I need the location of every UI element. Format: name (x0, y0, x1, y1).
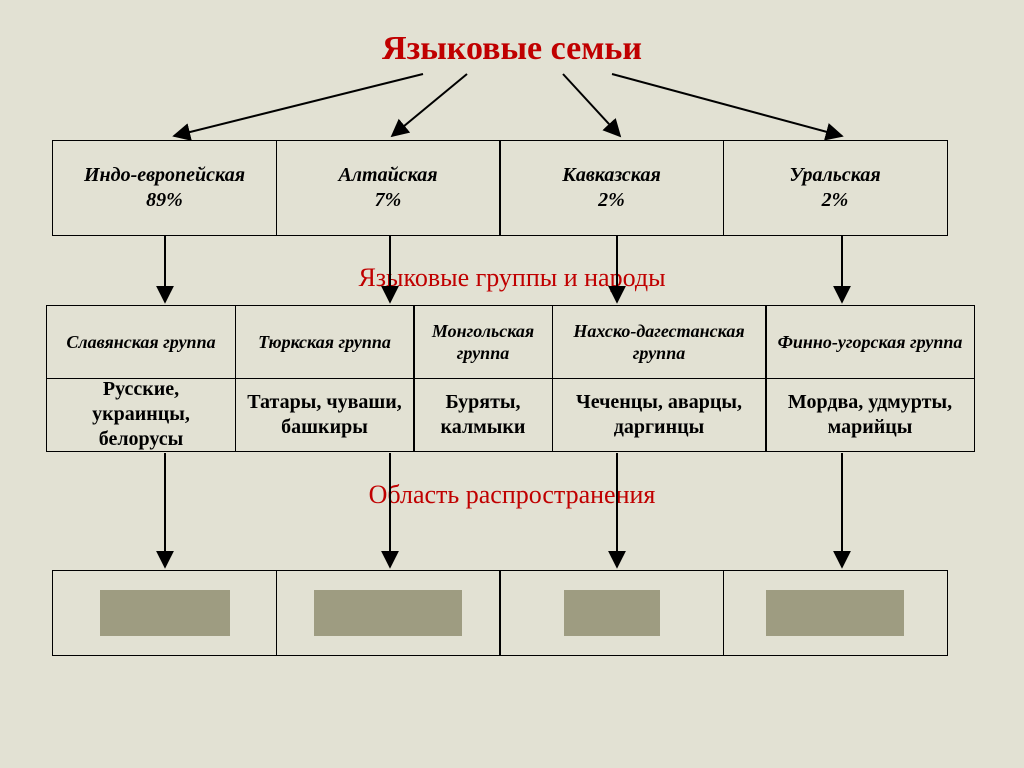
family-name: Алтайская (338, 164, 437, 186)
group-peoples-label: Русские, украинцы, белорусы (53, 377, 229, 452)
group-peoples-label: Мордва, удмурты, марийцы (772, 390, 968, 440)
group-peoples-cell-3: Чеченцы, аварцы, даргинцы (552, 378, 767, 452)
group-header-cell-3: Нахско-дагестанская группа (552, 305, 767, 379)
group-peoples-label: Буряты, калмыки (420, 390, 546, 440)
groups-header-row: Славянская группа Тюркская группа Монгольс… (46, 305, 975, 379)
regions-row (52, 570, 948, 656)
groups-peoples-row: Русские, украинцы, белорусы Татары, чуваш… (46, 378, 975, 452)
family-cell-1: Алтайская 7% (276, 140, 501, 236)
family-cell-2: Кавказская 2% (499, 140, 724, 236)
group-header-cell-0: Славянская группа (46, 305, 236, 379)
region-cell-3 (723, 570, 948, 656)
arrow-title-to-family-0 (174, 74, 423, 136)
family-percent: 7% (375, 189, 402, 211)
group-peoples-label: Чеченцы, аварцы, даргинцы (559, 390, 760, 440)
family-cell-0: Индо-европейская 89% (52, 140, 277, 236)
region-placeholder-1 (314, 590, 462, 636)
group-header-label: Монгольская группа (420, 320, 546, 365)
family-percent: 2% (598, 189, 625, 211)
region-cell-0 (52, 570, 277, 656)
families-row: Индо-европейская 89% Алтайская 7% Кавказская… (52, 140, 948, 236)
group-header-label: Финно-угорская группа (778, 331, 963, 354)
group-peoples-cell-0: Русские, украинцы, белорусы (46, 378, 236, 452)
regions-subtitle: Область распространения (0, 480, 1024, 510)
arrow-title-to-family-2 (563, 74, 620, 136)
group-peoples-label: Татары, чуваши, башкиры (242, 390, 408, 440)
group-header-cell-1: Тюркская группа (235, 305, 415, 379)
group-header-label: Тюркская группа (258, 331, 391, 354)
group-header-label: Нахско-дагестанская группа (559, 320, 760, 365)
diagram-canvas: Языковые семьи Индо-европейская 89% Алтайс… (0, 0, 1024, 768)
group-peoples-cell-2: Буряты, калмыки (413, 378, 553, 452)
region-cell-2 (499, 570, 724, 656)
region-placeholder-2 (564, 590, 660, 636)
group-header-cell-4: Финно-угорская группа (765, 305, 975, 379)
arrow-title-to-family-1 (392, 74, 467, 136)
family-cell-3: Уральская 2% (723, 140, 948, 236)
group-peoples-cell-1: Татары, чуваши, башкиры (235, 378, 415, 452)
group-header-cell-2: Монгольская группа (413, 305, 553, 379)
region-placeholder-0 (100, 590, 230, 636)
region-placeholder-3 (766, 590, 904, 636)
family-name: Индо-европейская (84, 164, 245, 186)
family-name: Кавказская (562, 164, 661, 186)
group-peoples-cell-4: Мордва, удмурты, марийцы (765, 378, 975, 452)
arrow-title-to-family-3 (612, 74, 842, 136)
family-name: Уральская (789, 164, 880, 186)
groups-subtitle: Языковые группы и народы (0, 263, 1024, 293)
group-header-label: Славянская группа (66, 331, 215, 354)
family-percent: 2% (822, 189, 849, 211)
region-cell-1 (276, 570, 501, 656)
main-title: Языковые семьи (0, 30, 1024, 68)
family-percent: 89% (146, 189, 183, 211)
